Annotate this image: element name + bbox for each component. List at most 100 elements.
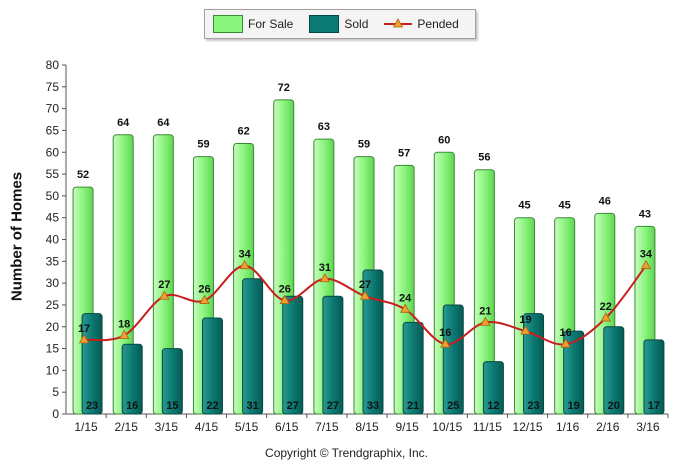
y-tick-label: 5 <box>52 385 59 399</box>
bar-sold <box>161 348 183 415</box>
marker-pended <box>239 259 250 270</box>
legend-label-for-sale: For Sale <box>248 17 294 31</box>
marker-pended <box>480 316 491 326</box>
legend: For Sale Sold Pended <box>204 9 476 39</box>
data-label-pended: 16 <box>560 327 572 339</box>
marker-pended <box>560 338 571 348</box>
data-label-sold: 23 <box>86 400 98 412</box>
bar-sold <box>282 295 304 415</box>
data-label-sold: 22 <box>206 400 218 412</box>
legend-swatch-pended <box>384 18 413 28</box>
y-tick-label: 35 <box>46 254 60 268</box>
bar-sold <box>523 313 545 415</box>
x-tick-label: 1/15 <box>74 420 98 434</box>
data-label-sold: 27 <box>287 400 299 412</box>
data-label-pended: 24 <box>399 292 412 304</box>
marker-pended <box>520 325 531 335</box>
data-label-for-sale: 59 <box>358 139 370 151</box>
copyright-text: Copyright © Trendgraphix, Inc. <box>265 446 428 460</box>
marker-pended <box>640 259 652 270</box>
data-label-for-sale: 56 <box>478 152 490 164</box>
data-label-pended: 31 <box>319 262 331 274</box>
data-label-for-sale: 64 <box>157 117 170 129</box>
data-label-for-sale: 64 <box>117 117 130 129</box>
legend-item-for-sale: For Sale <box>213 15 293 33</box>
data-label-sold: 25 <box>447 400 459 412</box>
data-label-sold: 31 <box>246 400 258 412</box>
data-label-pended: 16 <box>439 327 451 339</box>
data-label-for-sale: 43 <box>639 208 651 220</box>
y-tick-label: 60 <box>46 145 60 159</box>
data-label-pended: 17 <box>78 323 90 335</box>
bar-sold <box>201 317 223 415</box>
data-label-for-sale: 62 <box>237 126 249 138</box>
data-label-sold: 19 <box>568 400 580 412</box>
x-tick-label: 7/15 <box>315 420 339 434</box>
bar-sold <box>242 278 264 415</box>
marker-pended <box>159 290 170 300</box>
legend-swatch-sold <box>309 15 340 33</box>
marker-pended <box>440 338 451 348</box>
data-label-pended: 34 <box>640 249 653 261</box>
data-label-sold: 17 <box>648 400 660 412</box>
legend-swatch-for-sale <box>213 15 243 33</box>
y-tick-label: 70 <box>46 102 60 116</box>
bar-sold <box>402 321 424 415</box>
legend-label-pended: Pended <box>417 17 459 31</box>
data-label-pended: 26 <box>279 284 291 296</box>
x-tick-label: 6/15 <box>275 420 299 434</box>
y-tick-label: 20 <box>46 320 60 334</box>
y-axis-title: Number of Homes <box>8 171 26 302</box>
y-tick-label: 40 <box>46 233 60 247</box>
data-label-sold: 21 <box>407 400 419 412</box>
data-label-for-sale: 46 <box>599 195 611 207</box>
data-label-sold: 16 <box>126 400 138 412</box>
x-tick-label: 3/16 <box>636 420 660 434</box>
data-label-sold: 12 <box>487 400 499 412</box>
x-tick-label: 4/15 <box>195 420 219 434</box>
legend-item-sold: Sold <box>309 15 368 33</box>
marker-pended <box>359 290 371 300</box>
data-label-for-sale: 63 <box>318 121 330 133</box>
y-tick-label: 55 <box>46 167 60 181</box>
data-label-pended: 26 <box>198 284 210 296</box>
marker-pended <box>119 329 130 339</box>
data-label-pended: 34 <box>238 249 251 261</box>
data-label-sold: 20 <box>608 400 620 412</box>
bar-sold <box>482 361 504 415</box>
y-tick-label: 50 <box>46 189 60 203</box>
data-label-pended: 21 <box>479 305 491 317</box>
y-tick-label: 65 <box>46 123 60 137</box>
marker-pended <box>600 312 611 322</box>
bar-sold <box>121 343 143 415</box>
data-label-pended: 27 <box>359 279 371 291</box>
y-tick-label: 30 <box>46 276 60 290</box>
data-label-sold: 15 <box>166 400 178 412</box>
data-label-sold: 27 <box>327 400 339 412</box>
marker-pended <box>199 294 210 304</box>
bar-sold <box>442 304 464 415</box>
x-tick-label: 11/15 <box>473 420 502 434</box>
y-tick-label: 75 <box>46 80 60 94</box>
marker-pended <box>399 303 411 313</box>
data-label-pended: 22 <box>600 301 612 313</box>
data-label-for-sale: 45 <box>559 200 571 212</box>
bar-sold <box>603 326 625 415</box>
y-tick-label: 15 <box>46 342 60 356</box>
bar-sold <box>563 330 585 415</box>
x-tick-label: 12/15 <box>513 420 543 434</box>
marker-pended <box>279 294 290 304</box>
data-label-for-sale: 72 <box>278 82 290 94</box>
marker-pended <box>78 334 90 344</box>
x-tick-label: 2/16 <box>596 420 620 434</box>
x-tick-label: 1/16 <box>556 420 580 434</box>
data-label-for-sale: 60 <box>438 134 450 146</box>
marker-pended <box>319 272 331 283</box>
data-label-pended: 19 <box>519 314 531 326</box>
legend-label-sold: Sold <box>344 17 369 31</box>
bar-sold <box>81 313 103 415</box>
data-label-for-sale: 52 <box>77 169 89 181</box>
y-tick-label: 80 <box>46 58 60 72</box>
data-label-pended: 18 <box>118 318 130 330</box>
